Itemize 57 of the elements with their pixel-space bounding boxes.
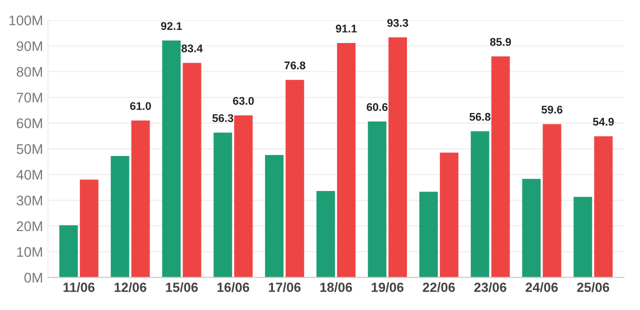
bar <box>234 115 253 278</box>
y-tick-label: 60M <box>16 118 42 128</box>
x-tick-label: 23/06 <box>474 282 506 292</box>
bar <box>542 124 562 278</box>
data-label: 85.9 <box>490 38 511 46</box>
bar <box>286 80 304 278</box>
bar <box>594 136 613 278</box>
y-tick-label: 10M <box>17 247 42 257</box>
y-tick-label: 30M <box>16 196 42 206</box>
bar <box>131 120 150 278</box>
x-tick-label: 19/06 <box>372 282 404 292</box>
bar <box>368 122 386 278</box>
bar <box>265 154 284 278</box>
x-tick-label: 25/06 <box>577 282 610 292</box>
bar <box>316 190 335 278</box>
x-tick-label: 24/06 <box>526 282 558 292</box>
x-tick-label: 11/06 <box>64 282 95 292</box>
bar <box>59 225 78 278</box>
y-tick-label: 40M <box>16 170 42 180</box>
data-label: 56.8 <box>470 112 490 121</box>
y-tick-label: 100M <box>9 15 42 26</box>
bar <box>110 156 130 278</box>
x-tick-label: 12/06 <box>114 282 146 292</box>
bar <box>388 37 407 278</box>
bar <box>574 196 592 278</box>
data-label: 56.3 <box>212 114 234 122</box>
data-label: 76.8 <box>284 61 306 70</box>
data-label: 63.0 <box>233 96 254 105</box>
y-tick-label: 50M <box>16 144 42 154</box>
data-label: 83.4 <box>182 44 203 52</box>
data-label: 91.1 <box>336 24 357 33</box>
bar <box>440 152 458 278</box>
data-label: 60.6 <box>366 103 388 111</box>
bar <box>470 131 490 278</box>
x-tick-label: 22/06 <box>422 282 455 292</box>
y-tick-label: 20M <box>16 221 42 232</box>
bar <box>419 192 438 278</box>
data-label: 93.3 <box>387 18 408 27</box>
x-tick-label: 15/06 <box>166 282 198 292</box>
y-tick-label: 70M <box>16 92 42 103</box>
y-tick-label: 80M <box>16 66 42 77</box>
x-tick-label: 16/06 <box>217 282 250 292</box>
bar <box>214 132 232 278</box>
bar <box>337 43 356 278</box>
data-label: 61.0 <box>130 102 151 110</box>
bar <box>522 178 541 278</box>
data-label: 59.6 <box>542 106 562 114</box>
bar <box>182 62 202 278</box>
y-tick-label: 0M <box>24 272 42 283</box>
data-label: 54.9 <box>592 118 614 126</box>
bar <box>491 56 510 278</box>
x-tick-label: 17/06 <box>268 282 301 292</box>
x-tick-label: 18/06 <box>320 282 352 292</box>
bar <box>80 180 98 278</box>
data-label: 92.1 <box>161 22 182 30</box>
bar <box>162 40 181 278</box>
y-tick-label: 90M <box>16 41 42 52</box>
